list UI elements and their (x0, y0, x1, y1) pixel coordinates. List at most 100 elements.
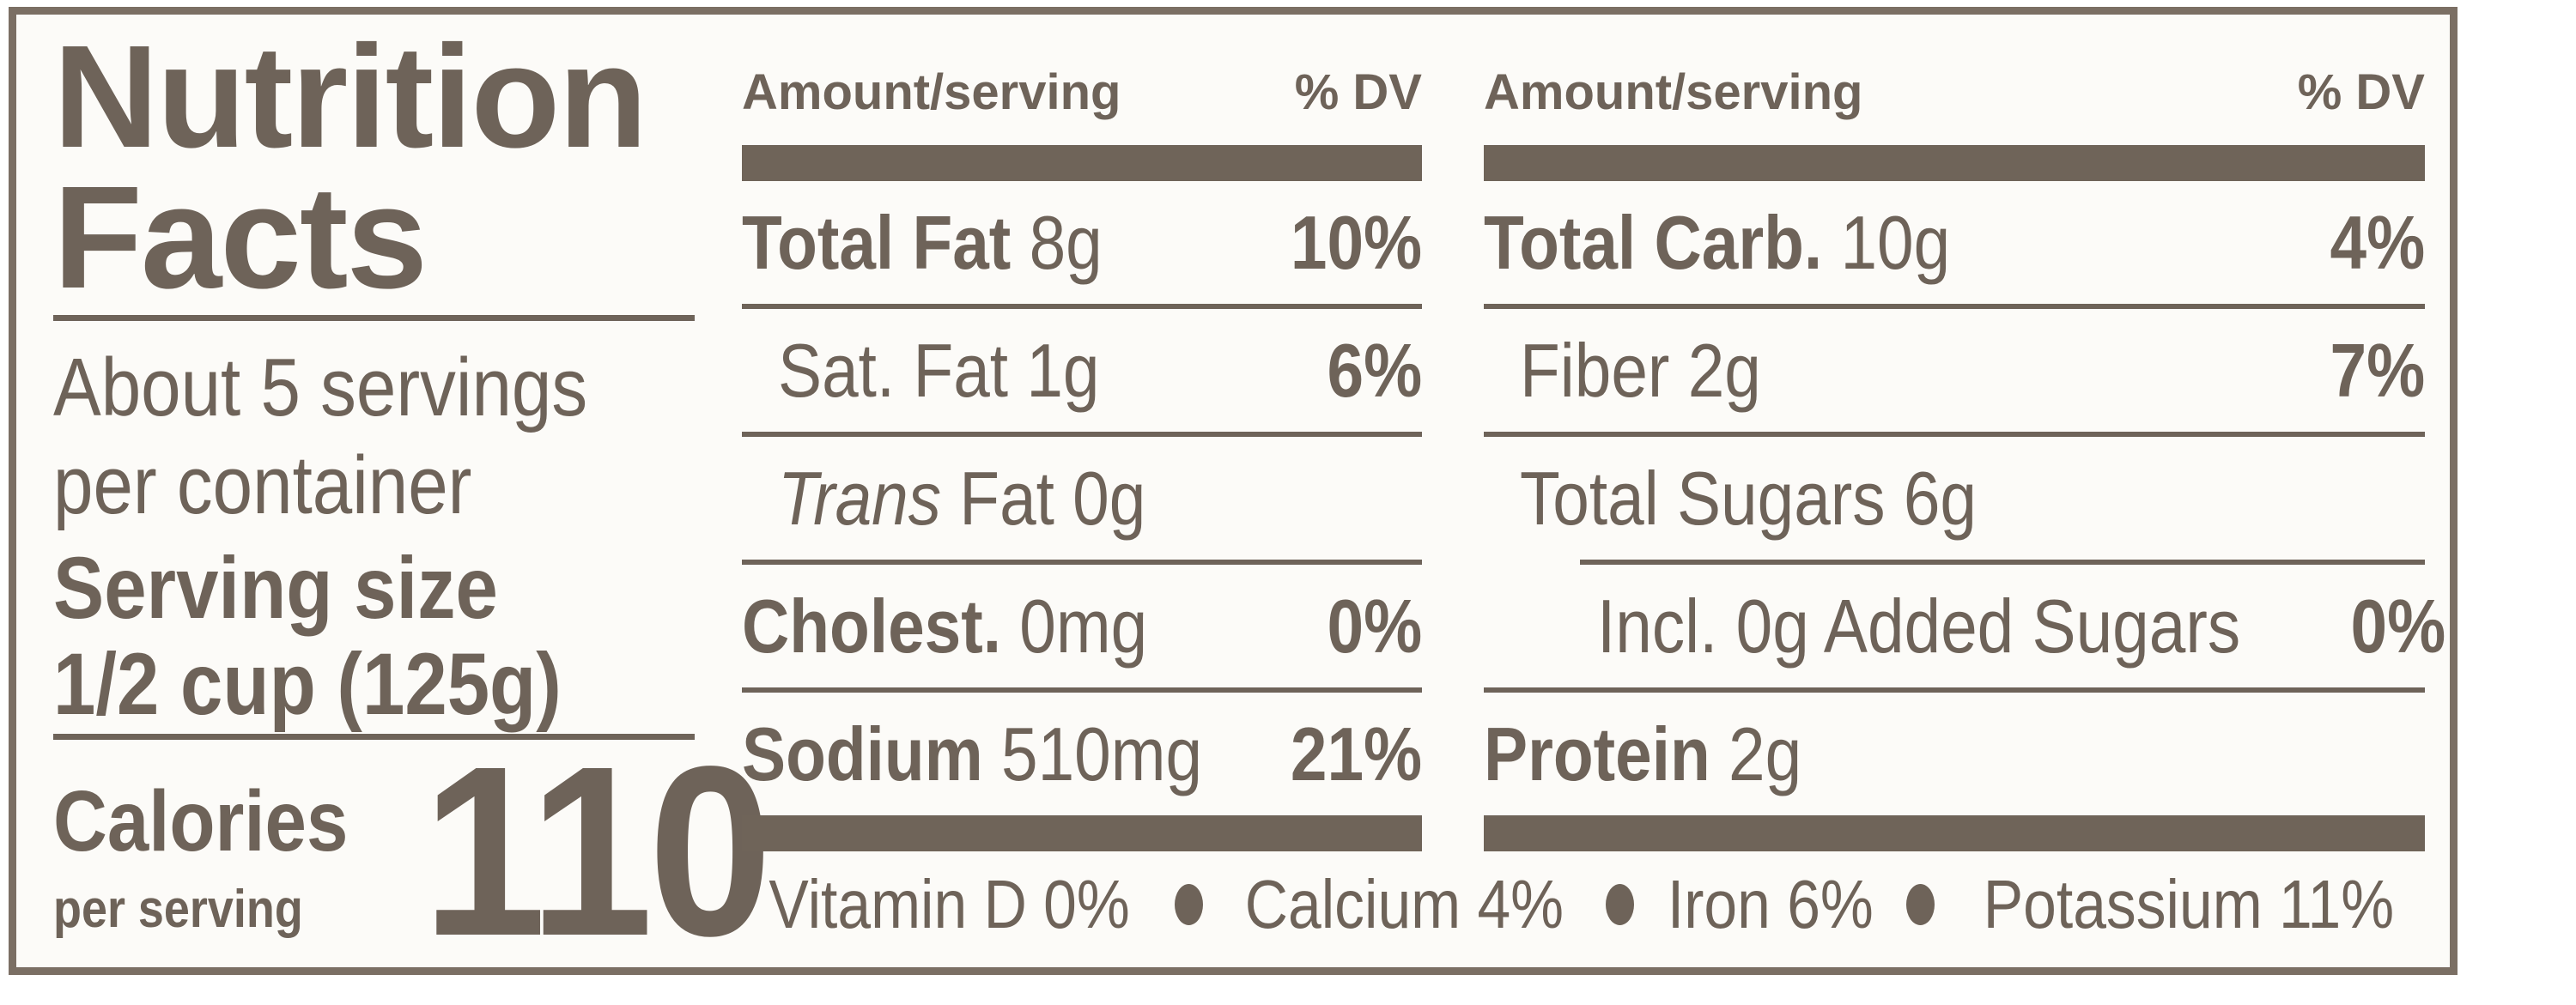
micronutrient-text: Iron 6% (1667, 866, 1874, 942)
nutrient-name-segment: Total Fat (742, 199, 1030, 285)
nutrient-name: Protein 2g (1484, 711, 1849, 798)
nutrient-name-segment: Trans (778, 455, 942, 541)
nutrient-row: Sodium 510mg 21% (742, 693, 1422, 815)
daily-value-text: 10% (1290, 199, 1422, 285)
nutrient-name-text: Trans Fat 0g (778, 455, 1145, 542)
calories-labels: Calories per serving (53, 778, 392, 945)
nutrient-row: Sat. Fat 1g 6% (742, 309, 1422, 432)
nutrient-name-segment: Incl. 0g Added Sugars (1597, 583, 2241, 669)
bullet-separator-icon (1906, 884, 1935, 925)
nutrient-name: Total Sugars 6g (1520, 455, 2045, 542)
nutrient-name: Sodium 510mg (742, 711, 1271, 798)
nutrient-row: Total Fat 8g 10% (742, 181, 1422, 304)
daily-value-percent: 4% (2316, 199, 2425, 287)
row-divider-indented (1580, 560, 2425, 565)
servings-per-container: About 5 servings per container (53, 339, 667, 535)
nutrient-name: Cholest. 0mg (742, 583, 1208, 670)
nutrition-facts-panel: Nutrition Facts About 5 servings per con… (9, 7, 2458, 975)
daily-value-percent: 21% (1271, 711, 1422, 798)
daily-value-percent: 0% (2336, 583, 2446, 670)
row-divider (1484, 304, 2425, 309)
nutrient-name: Trans Fat 0g (778, 455, 1200, 542)
daily-value-percent: 0% (1313, 583, 1422, 670)
row-divider (742, 560, 1422, 565)
summary-column: Nutrition Facts About 5 servings per con… (53, 15, 772, 972)
nutrient-name: Total Carb. 10g (1484, 199, 2020, 287)
micronutrient-line: Vitamin D 0% Calcium 4% Iron 6% Potassium 1… (742, 854, 2425, 955)
bullet-separator-icon (1175, 884, 1204, 925)
daily-value-text: 21% (1291, 711, 1423, 796)
micronutrient-text: Potassium 11% (1983, 866, 2395, 942)
servings-line-1: About 5 servings (53, 342, 588, 433)
micronutrient-item: Potassium 11% (1953, 865, 2425, 944)
nutrient-name-segment: 0mg (1019, 583, 1148, 669)
thick-separator-bar (1484, 815, 2425, 851)
nutrient-name-text: Incl. 0g Added Sugars (1597, 583, 2240, 670)
daily-value-text: 0% (1327, 583, 1422, 669)
row-divider (1484, 687, 2425, 693)
bullet-separator-icon (1605, 884, 1634, 925)
nutrient-name-segment: Total Carb. (1484, 199, 1841, 285)
nutrient-name: Total Fat 8g (742, 199, 1156, 287)
nutrient-name-segment: Sat. Fat 1g (778, 327, 1100, 413)
row-divider (742, 304, 1422, 309)
daily-value-text: 4% (2330, 199, 2425, 285)
nutrient-name-text: Protein 2g (1484, 711, 1801, 798)
nutrient-name-segment: 510mg (1000, 711, 1203, 796)
row-divider (742, 432, 1422, 437)
nutrient-name-text: Sat. Fat 1g (778, 327, 1100, 415)
calories-value: 110 (422, 716, 773, 986)
micronutrient-item: Iron 6% (1652, 865, 1889, 944)
row-divider (742, 687, 1422, 693)
column-header: Amount/serving % DV (1484, 28, 2425, 145)
nutrient-name-segment: Total Sugars 6g (1520, 455, 1978, 541)
title-line-1: Nutrition (53, 15, 647, 179)
calories-sublabel: per serving (53, 880, 303, 939)
nutrient-name-segment: Fat 0g (941, 455, 1146, 541)
daily-value-text: 6% (1327, 327, 1422, 413)
nutrient-name-segment: 8g (1029, 199, 1103, 285)
nutrient-row: Cholest. 0mg 0% (742, 565, 1422, 687)
title-line-2: Facts (53, 156, 428, 319)
nutrient-name-text: Total Fat 8g (742, 199, 1103, 287)
serving-size-value: 1/2 cup (125g) (53, 635, 562, 733)
daily-value-percent: 10% (1271, 199, 1422, 287)
daily-value-text: 7% (2330, 327, 2425, 413)
micronutrient-text: Calcium 4% (1244, 866, 1564, 942)
nutrient-row: Protein 2g (1484, 693, 2425, 815)
daily-value-percent: 6% (1313, 327, 1422, 415)
thick-separator-bar (742, 145, 1422, 181)
calories-label: Calories (53, 773, 349, 869)
nutrient-name-segment: Cholest. (742, 583, 1020, 669)
nutrient-name: Sat. Fat 1g (778, 327, 1147, 415)
nutrient-name-text: Cholest. 0mg (742, 583, 1147, 670)
nutrient-row: Total Carb. 10g 4% (1484, 181, 2425, 304)
nutrient-name-segment: Protein (1484, 711, 1729, 796)
nutrient-name-segment: 2g (1728, 711, 1802, 796)
nutrient-name-segment: Fiber 2g (1520, 327, 1761, 413)
thick-separator-bar (1484, 145, 2425, 181)
percent-dv-header: % DV (1294, 64, 1422, 120)
row-divider (1484, 432, 2425, 437)
nutrient-row: Trans Fat 0g (742, 437, 1422, 560)
calories-block: Calories per serving 110 (53, 730, 772, 972)
micronutrient-item: Vitamin D 0% (742, 865, 1157, 944)
divider-under-serving-size (53, 734, 695, 740)
daily-value-text: 0% (2350, 583, 2446, 669)
nutrient-name-text: Total Carb. 10g (1484, 199, 1950, 287)
nutrient-name-text: Sodium 510mg (742, 711, 1202, 798)
serving-size-block: Serving size 1/2 cup (125g) (53, 540, 637, 732)
nutrient-row: Fiber 2g 7% (1484, 309, 2425, 432)
micronutrient-item: Calcium 4% (1221, 865, 1588, 944)
servings-line-2: per container (53, 439, 472, 531)
micronutrient-text: Vitamin D 0% (769, 866, 1130, 942)
amount-per-serving-header: Amount/serving (742, 64, 1121, 120)
nutrient-row: Total Sugars 6g (1484, 437, 2425, 560)
thick-separator-bar (742, 815, 1422, 851)
nutrient-name-text: Total Sugars 6g (1520, 455, 1977, 542)
divider-under-title (53, 315, 695, 321)
nutrient-name-text: Fiber 2g (1520, 327, 1761, 415)
column-header: Amount/serving % DV (742, 28, 1422, 145)
nutrient-row: Incl. 0g Added Sugars 0% (1484, 565, 2445, 687)
